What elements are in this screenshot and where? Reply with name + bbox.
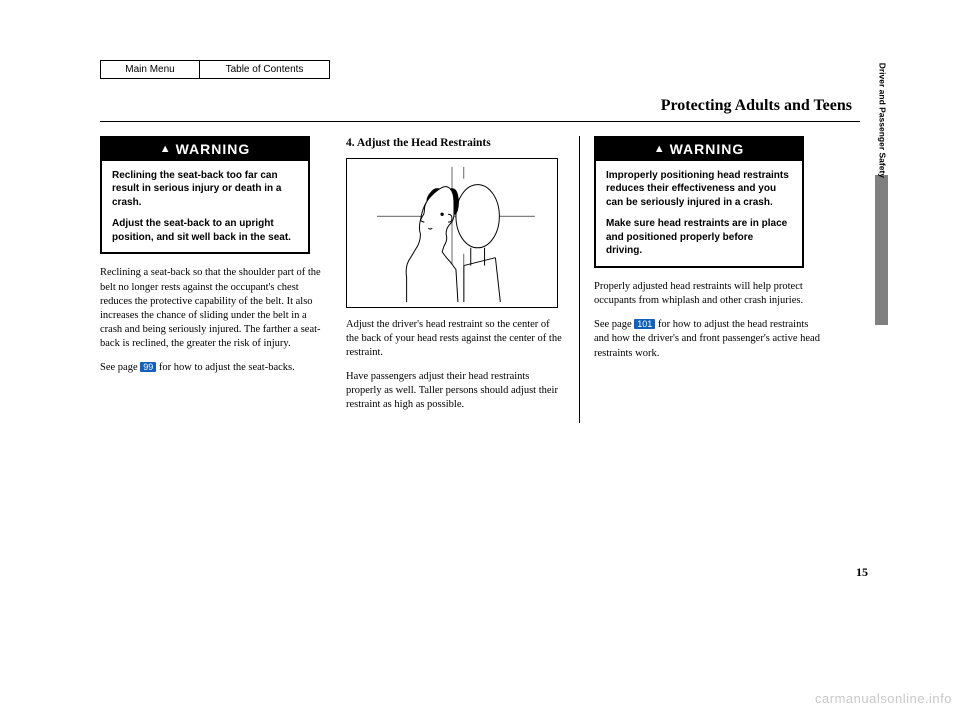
content-columns: ▲ WARNING Reclining the seat-back too fa… [100,136,860,423]
warning-header: ▲ WARNING [102,138,308,161]
text: See page [100,362,140,373]
section-tab-label: Driver and Passenger Safety [877,63,887,178]
body-paragraph: Reclining a seat-back so that the should… [100,266,326,351]
warning-text: Make sure head restraints are in place a… [606,217,792,258]
warning-box-headrest: ▲ WARNING Improperly positioning head re… [594,136,804,268]
body-paragraph: Adjust the driver's head restraint so th… [346,318,565,361]
warning-header: ▲ WARNING [596,138,802,161]
column-3: ▲ WARNING Improperly positioning head re… [580,136,820,423]
warning-box-seatback: ▲ WARNING Reclining the seat-back too fa… [100,136,310,254]
page-reference-link[interactable]: 101 [634,319,655,329]
warning-body: Improperly positioning head restraints r… [596,161,802,266]
section-heading: 4. Adjust the Head Restraints [346,136,565,152]
column-2: 4. Adjust the Head Restraints [340,136,580,423]
body-paragraph: Properly adjusted head restraints will h… [594,280,820,308]
body-paragraph: See page 101 for how to adjust the head … [594,318,820,361]
page-title: Protecting Adults and Teens [100,97,860,115]
body-paragraph: Have passengers adjust their head restra… [346,370,565,413]
warning-triangle-icon: ▲ [160,144,172,155]
nav-bar: Main Menu Table of Contents [100,60,860,79]
warning-text: Adjust the seat-back to an upright posit… [112,217,298,244]
column-1: ▲ WARNING Reclining the seat-back too fa… [100,136,340,423]
horizontal-rule [100,121,860,122]
head-restraint-illustration [346,158,558,308]
warning-label: WARNING [176,140,251,159]
text: for how to adjust the seat-backs. [156,362,295,373]
warning-triangle-icon: ▲ [654,144,666,155]
section-tab [875,175,888,325]
main-menu-button[interactable]: Main Menu [100,60,200,79]
page-reference-link[interactable]: 99 [140,362,156,372]
body-paragraph: See page 99 for how to adjust the seat-b… [100,361,326,375]
page-number: 15 [856,565,868,580]
warning-text: Improperly positioning head restraints r… [606,169,792,210]
warning-label: WARNING [670,140,745,159]
table-of-contents-button[interactable]: Table of Contents [200,60,330,79]
watermark: carmanualsonline.info [815,691,952,706]
warning-body: Reclining the seat-back too far can resu… [102,161,308,253]
warning-text: Reclining the seat-back too far can resu… [112,169,298,210]
text: See page [594,319,634,330]
